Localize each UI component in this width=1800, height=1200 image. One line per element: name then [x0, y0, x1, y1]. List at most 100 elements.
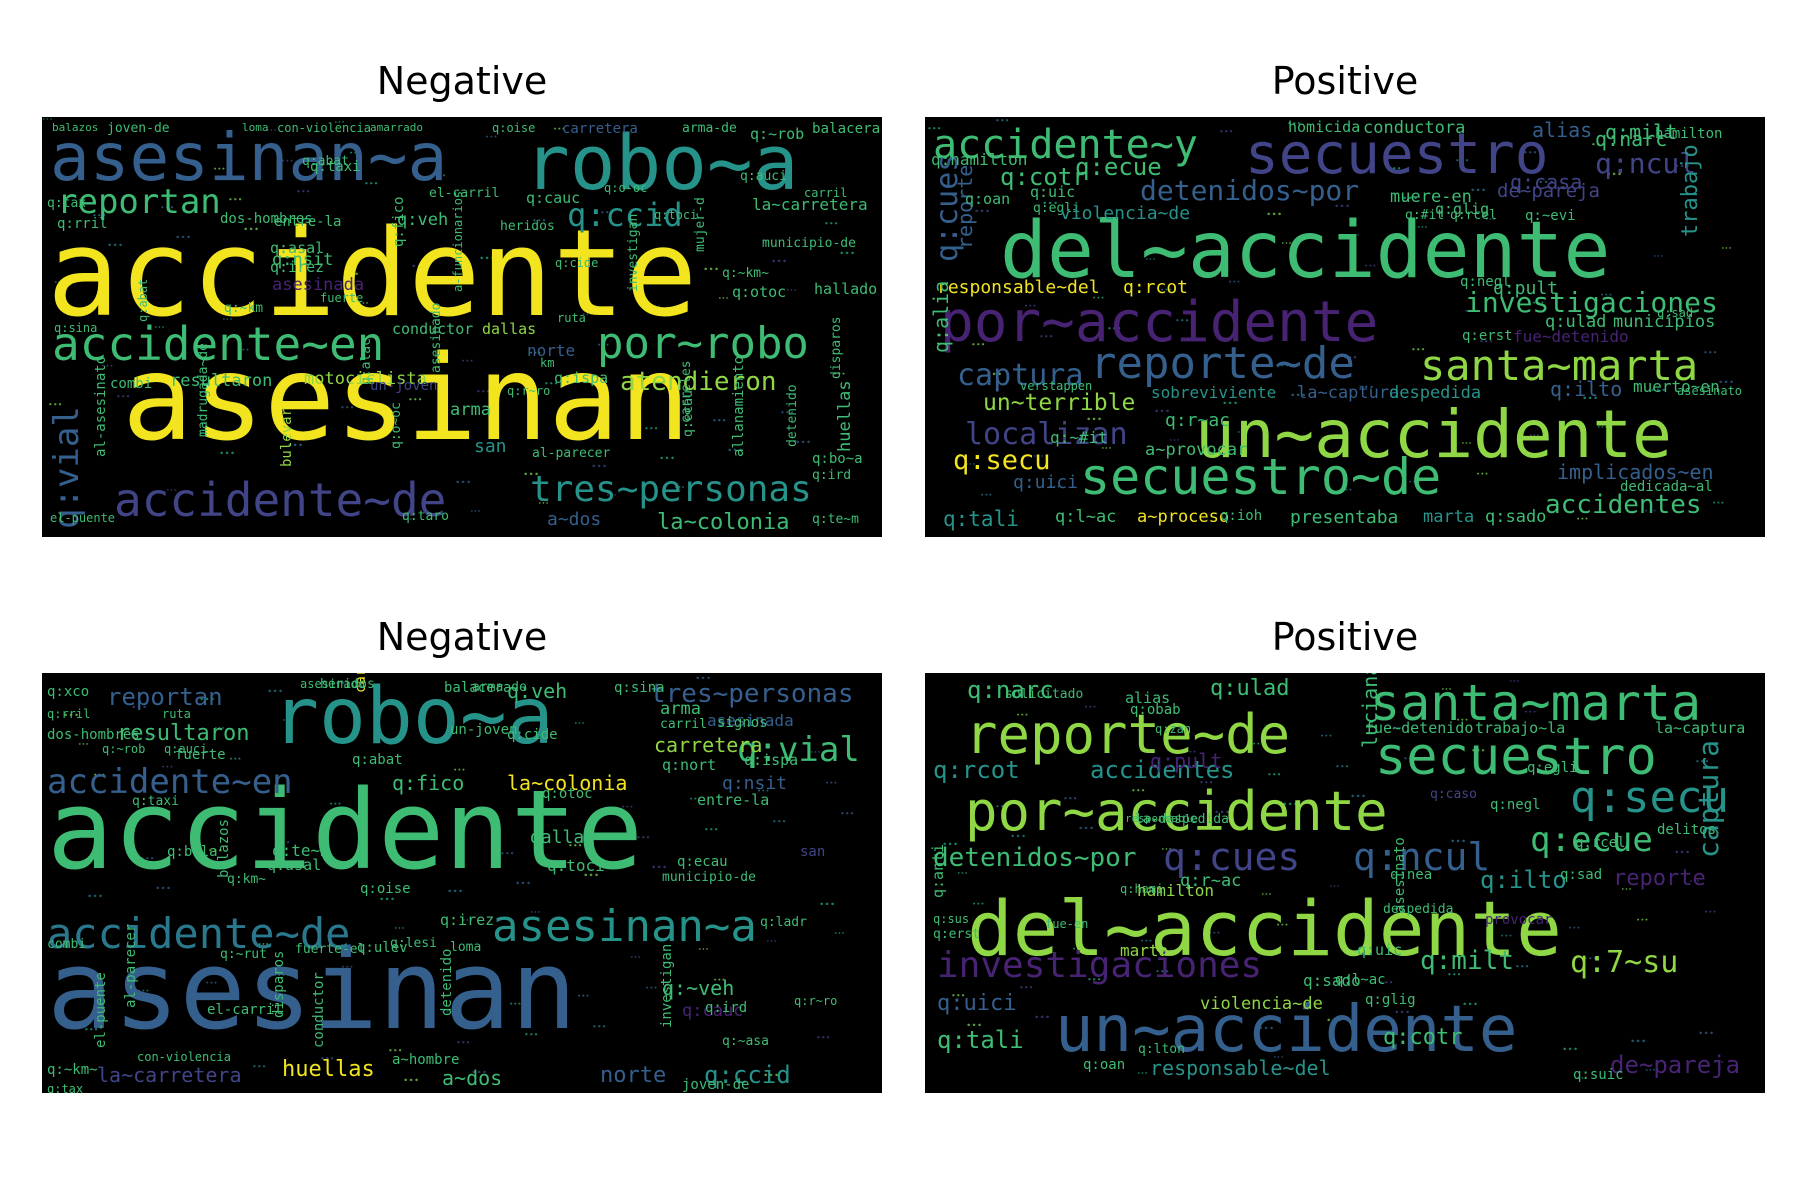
cloud-word: q:asal	[267, 856, 322, 874]
filler-glyph: ∙∙∙	[276, 838, 291, 847]
cloud-word: q:taxi	[132, 794, 179, 809]
filler-glyph: ∙∙∙	[636, 833, 651, 842]
cloud-word: accidente~de	[114, 473, 447, 527]
filler-glyph: ∙∙∙	[1606, 170, 1623, 180]
cloud-word: q:hami	[1120, 882, 1164, 896]
filler-glyph: ∙∙∙	[485, 133, 498, 141]
filler-glyph: ∙∙∙	[524, 1030, 539, 1039]
cloud-word: q:nea	[1390, 867, 1433, 883]
cloud-word: q:uici	[1013, 472, 1079, 493]
cloud-word: alias	[1125, 689, 1171, 707]
filler-glyph: ∙∙∙	[995, 117, 1010, 125]
cloud-word: trabajo	[1678, 144, 1703, 237]
filler-glyph: ∙∙∙	[771, 257, 788, 267]
filler-glyph: ∙∙∙	[1252, 740, 1265, 748]
filler-glyph: ∙∙∙	[364, 179, 379, 188]
cloud-word: q:km~	[227, 872, 267, 887]
filler-glyph: ∙∙∙	[140, 854, 155, 863]
cloud-word: despedida	[1389, 383, 1482, 403]
cloud-word: q:oise	[360, 881, 411, 897]
cloud-word: q:asal	[270, 239, 325, 257]
panel-title-bottom-right: Positive	[1271, 615, 1419, 659]
filler-glyph: ∙∙∙	[833, 370, 846, 378]
cloud-word: q:sado	[1303, 971, 1361, 990]
filler-glyph: ∙∙∙	[742, 757, 753, 764]
cloud-word: q:ulad	[1545, 312, 1607, 332]
cloud-word: resultaron	[117, 721, 250, 746]
cloud-word: asesinan~a	[492, 901, 757, 952]
cloud-word: atendieron	[620, 367, 777, 397]
filler-glyph: ∙∙∙	[1695, 757, 1710, 766]
filler-glyph: ∙∙∙	[957, 870, 968, 877]
filler-glyph: ∙∙∙	[355, 433, 372, 443]
cloud-word: el-carril	[207, 1002, 283, 1018]
cloud-word: captura	[1692, 739, 1725, 858]
cloud-word: q:toci	[547, 856, 605, 875]
filler-glyph: ∙∙∙	[394, 925, 405, 932]
filler-glyph: ∙∙∙	[166, 487, 177, 494]
cloud-word: dallas	[482, 320, 537, 338]
cloud-word: dos-hombres	[47, 727, 140, 743]
filler-glyph: ∙∙∙	[1479, 337, 1494, 346]
cloud-word: la~captura	[1655, 719, 1746, 737]
filler-glyph: ∙∙∙	[1228, 278, 1241, 286]
filler-glyph: ∙∙∙	[1592, 700, 1605, 708]
filler-glyph: ∙∙∙	[1500, 932, 1513, 940]
filler-glyph: ∙∙∙	[951, 991, 966, 1000]
cloud-word: santa~marta	[1370, 674, 1702, 732]
filler-glyph: ∙∙∙	[1721, 245, 1732, 252]
cloud-word: q:uic	[1030, 183, 1076, 201]
filler-glyph: ∙∙∙	[1016, 711, 1029, 719]
filler-glyph: ∙∙∙	[1261, 891, 1272, 898]
filler-glyph: ∙∙∙	[1320, 732, 1333, 740]
cloud-word: q:~km	[224, 301, 264, 316]
cloud-word: q:veh	[397, 210, 449, 230]
cloud-word: q:ncul	[1595, 147, 1697, 180]
cloud-word: q:nsit	[272, 250, 334, 270]
filler-glyph: ∙∙∙	[1287, 119, 1302, 128]
cloud-word: disparos	[829, 316, 844, 379]
filler-glyph: ∙∙∙	[582, 311, 593, 318]
filler-glyph: ∙∙∙	[349, 149, 362, 157]
cloud-word: el-carril	[429, 186, 500, 201]
cloud-word: norte	[600, 1063, 667, 1088]
filler-glyph: ∙∙∙	[343, 270, 360, 280]
filler-glyph: ∙∙∙	[1600, 291, 1613, 299]
filler-glyph: ∙∙∙	[1515, 962, 1530, 971]
cloud-word: a~dos	[547, 509, 602, 530]
filler-glyph: ∙∙∙	[1718, 378, 1735, 388]
cloud-word: carretera	[654, 733, 763, 757]
cloud-word: heridos	[500, 219, 555, 234]
filler-glyph: ∙∙∙	[154, 324, 165, 331]
filler-glyph: ∙∙∙	[1388, 724, 1401, 732]
cloud-word: q:r~ac	[1165, 410, 1231, 431]
cloud-word: dallas	[530, 827, 596, 848]
cloud-word: accidente	[47, 205, 698, 344]
filler-glyph: ∙∙∙	[523, 470, 540, 480]
cloud-word: q:nsit	[722, 773, 788, 794]
filler-glyph: ∙∙∙	[1450, 837, 1467, 847]
cloud-word: q:glig	[1435, 200, 1490, 218]
filler-glyph: ∙∙∙	[1213, 248, 1224, 255]
cloud-word: q:sina	[54, 321, 98, 335]
cloud-word: captura	[957, 358, 1084, 393]
filler-glyph: ∙∙∙	[766, 938, 777, 945]
filler-glyph: ∙∙∙	[1137, 1070, 1148, 1077]
cloud-word: q:erst	[1462, 328, 1513, 344]
cloud-word: q:cotr	[1000, 163, 1087, 191]
filler-glyph: ∙∙∙	[1208, 929, 1221, 937]
cloud-word: al-asesinato	[93, 355, 109, 457]
cloud-word: reporte~de	[965, 703, 1291, 766]
filler-glyph: ∙∙∙	[703, 265, 720, 275]
cloud-word: q:rril	[47, 707, 91, 721]
filler-glyph: ∙∙∙	[644, 424, 659, 433]
cloud-word: amarrado	[370, 121, 423, 134]
filler-glyph: ∙∙∙	[1456, 716, 1469, 724]
filler-glyph: ∙∙∙	[529, 349, 542, 357]
cloud-word: balazos	[52, 121, 99, 134]
filler-glyph: ∙∙∙	[441, 1008, 454, 1016]
cloud-word: asesinada	[272, 275, 365, 295]
cloud-word: de~pareja	[1497, 180, 1600, 202]
cloud-word: combi	[110, 376, 153, 392]
cloud-word: q:tali	[943, 507, 1019, 531]
